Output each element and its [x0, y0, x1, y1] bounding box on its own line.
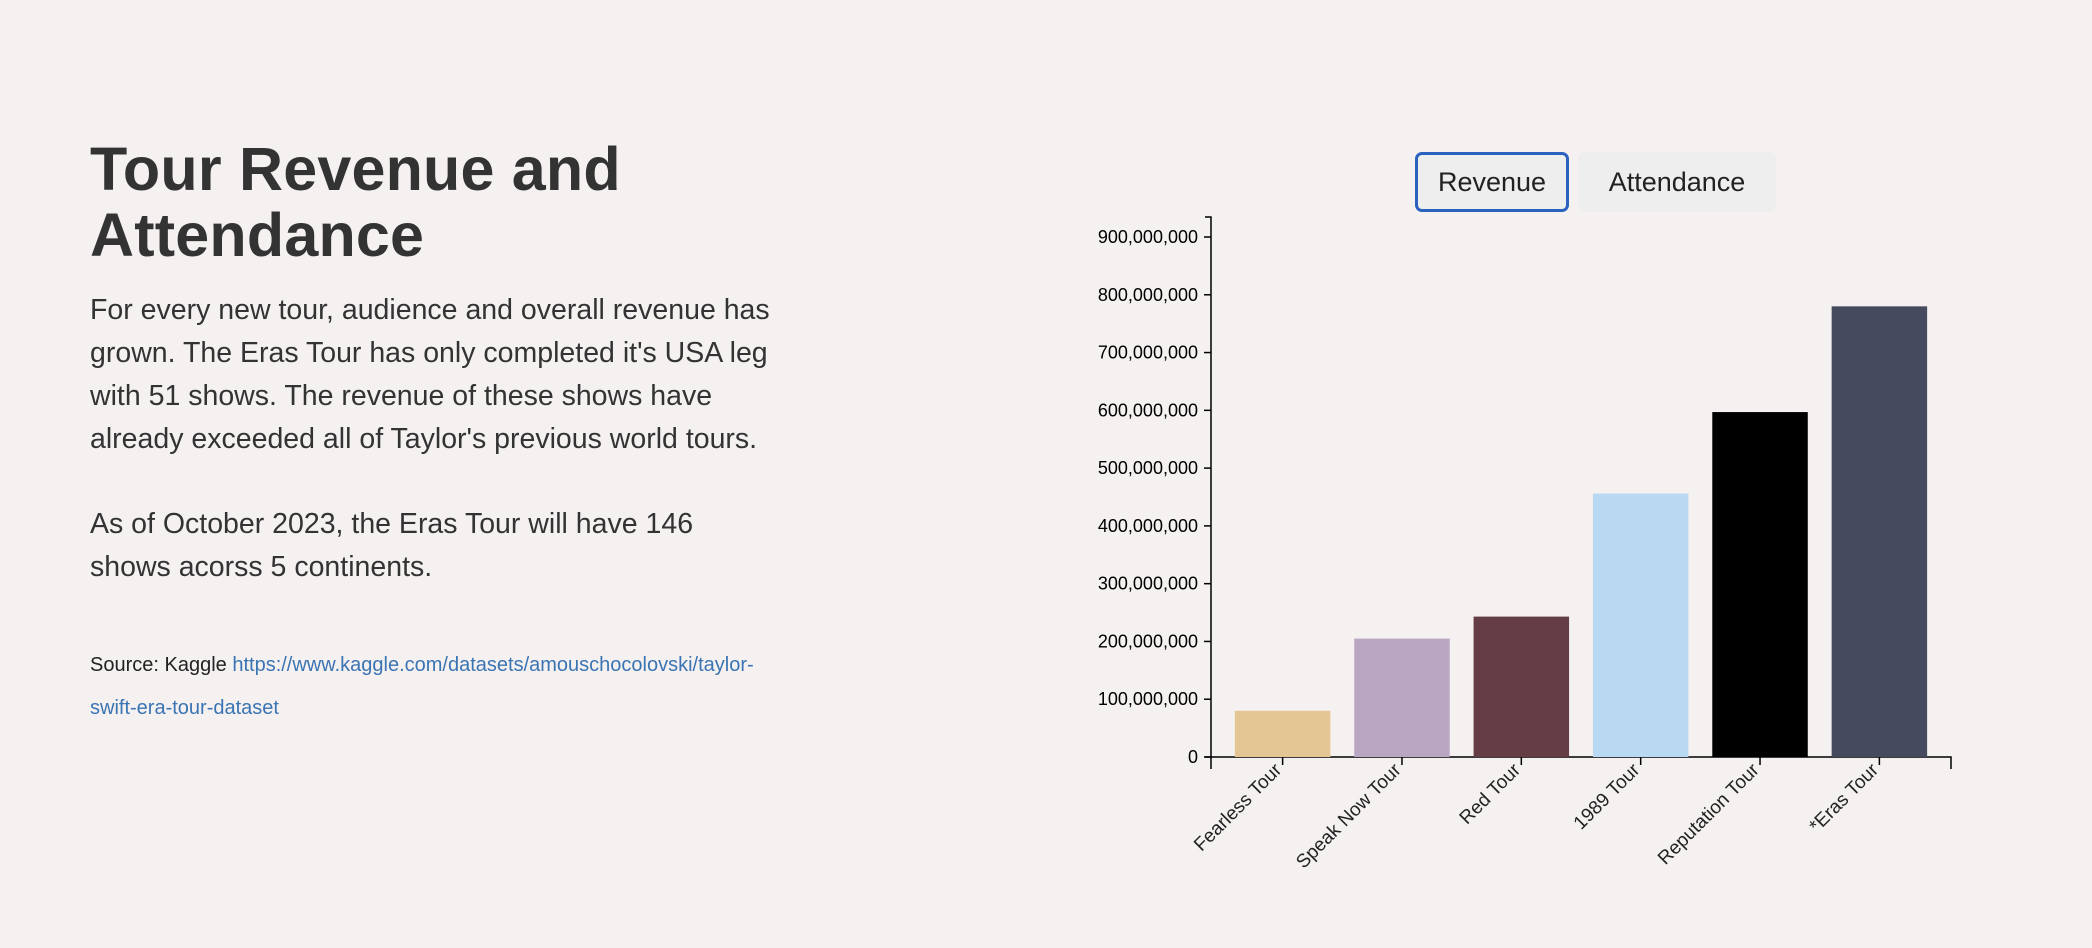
- bar: [1235, 711, 1330, 757]
- y-tick-label: 100,000,000: [1098, 689, 1198, 709]
- x-tick-label: Speak Now Tour: [1292, 759, 1406, 873]
- x-tick-label: *Eras Tour: [1806, 759, 1884, 837]
- y-tick-label: 600,000,000: [1098, 400, 1198, 420]
- y-tick-label: 800,000,000: [1098, 285, 1198, 305]
- bar: [1593, 494, 1688, 757]
- x-axis-line: [1211, 757, 1951, 769]
- x-tick-label: 1989 Tour: [1570, 759, 1645, 834]
- bar: [1354, 639, 1449, 757]
- y-tick-label: 400,000,000: [1098, 516, 1198, 536]
- y-tick-label: 900,000,000: [1098, 227, 1198, 247]
- y-axis-line: [1205, 217, 1211, 757]
- x-tick-label: Reputation Tour: [1654, 759, 1764, 869]
- bar: [1474, 617, 1569, 757]
- x-tick-label: Fearless Tour: [1190, 759, 1286, 855]
- y-tick-label: 700,000,000: [1098, 343, 1198, 363]
- x-tick-label: Red Tour: [1456, 759, 1526, 829]
- y-tick-label: 500,000,000: [1098, 458, 1198, 478]
- y-tick-label: 300,000,000: [1098, 574, 1198, 594]
- y-tick-label: 0: [1188, 747, 1198, 767]
- y-tick-label: 200,000,000: [1098, 631, 1198, 651]
- bar: [1832, 306, 1927, 757]
- bar: [1712, 412, 1807, 757]
